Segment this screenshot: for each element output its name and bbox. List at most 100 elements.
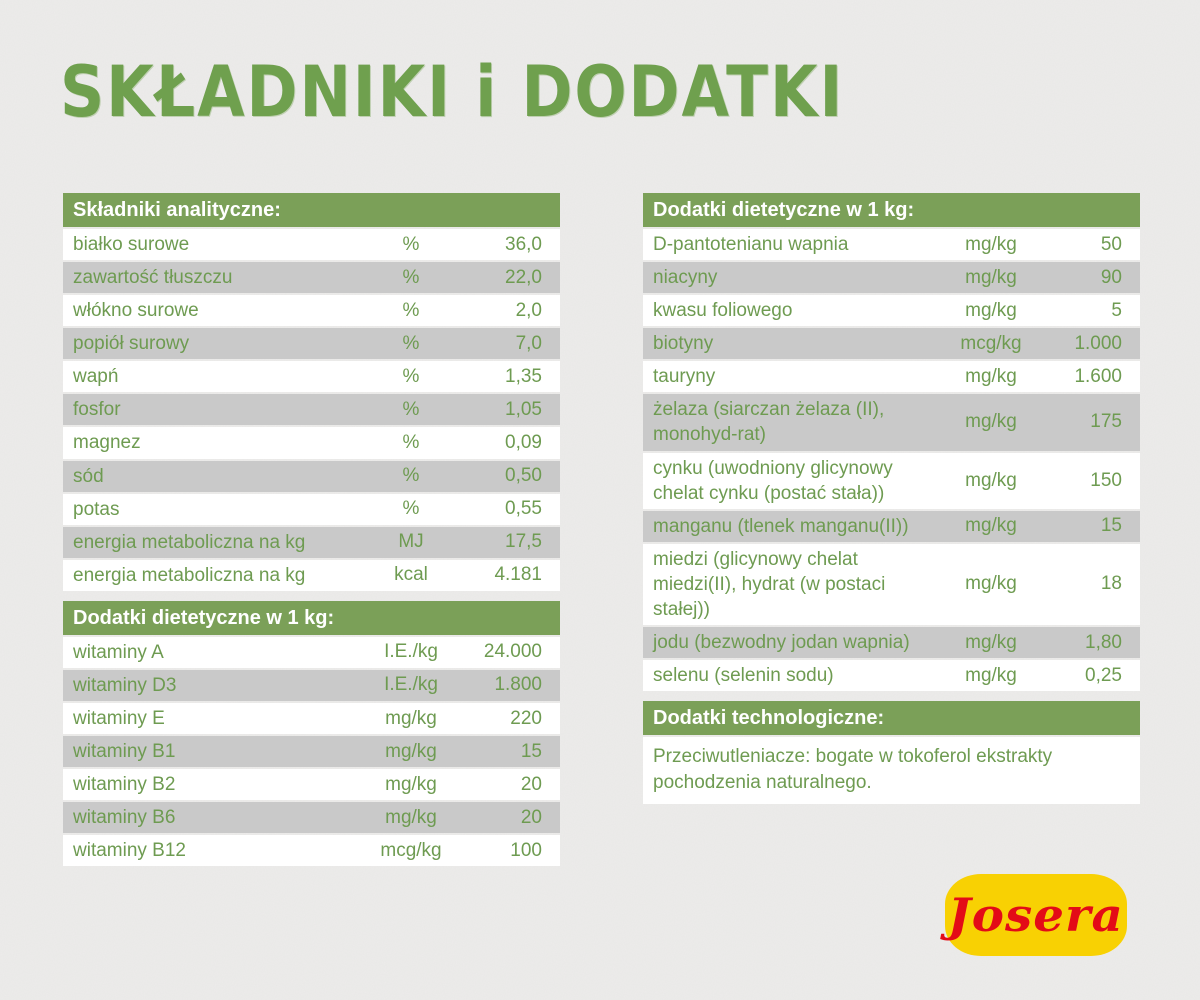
ingredient-name: sód — [73, 465, 104, 487]
table-row: niacyny mg/kg 90 — [643, 262, 1140, 294]
ingredient-unit: kcal — [394, 564, 428, 586]
ingredient-name: biotyny — [653, 333, 714, 355]
ingredient-value: 20 — [520, 773, 542, 795]
table-row: magnez% 0,09 — [63, 427, 560, 459]
ingredient-value: 0,09 — [505, 432, 542, 453]
technological-additives-section: Dodatki technologiczne: Przeciwutleniacz… — [643, 701, 1140, 805]
ingredient-value: 4.181 — [494, 564, 542, 586]
ingredient-unit: I.E./kg — [384, 674, 438, 696]
ingredient-name: jodu (bezwodny jodan wapnia) — [653, 632, 910, 654]
ingredient-unit: % — [402, 365, 420, 387]
ingredient-value: 0,25 — [1085, 664, 1122, 686]
ingredient-value: 15 — [1100, 515, 1122, 537]
table-row: witaminy E mg/kg 220 — [63, 703, 560, 735]
ingredient-name: witaminy B12 — [73, 840, 186, 862]
ingredient-unit: mg/kg — [385, 806, 437, 828]
ingredient-unit: mg/kg — [965, 469, 1017, 491]
ingredient-name: wapń — [73, 366, 119, 388]
ingredient-unit: % — [402, 332, 420, 354]
ingredient-value: 90 — [1100, 266, 1122, 288]
ingredient-value: 1.600 — [1074, 365, 1122, 387]
ingredient-name: włókno surowe — [73, 300, 199, 322]
table-row: potas% 0,55 — [63, 493, 560, 525]
ingredient-unit: % — [402, 233, 420, 255]
table-row: wapń% 1,35 — [63, 361, 560, 393]
ingredient-unit: mcg/kg — [380, 839, 442, 861]
ingredient-value: 1,05 — [505, 398, 542, 420]
ingredient-value: 0,55 — [505, 498, 542, 520]
table-row: selenu (selenin sodu) mg/kg 0,25 — [643, 660, 1140, 692]
ingredient-name: białko surowe — [73, 234, 190, 255]
ingredient-unit: % — [402, 299, 420, 321]
table-row: miedzi (glicynowy chelat miedzi(II), hyd… — [643, 543, 1140, 626]
ingredient-name: magnez — [73, 432, 141, 454]
josera-logo-text: Josera — [947, 888, 1125, 942]
table-row: witaminy D3 I.E./kg 1.800 — [63, 669, 560, 702]
ingredient-unit: mg/kg — [965, 233, 1017, 255]
ingredient-value: 1.800 — [494, 674, 542, 696]
table-row: cynku (uwodniony glicynowy chelat cynku … — [643, 452, 1140, 509]
ingredient-value: 220 — [510, 707, 542, 729]
ingredient-unit: % — [402, 465, 420, 487]
ingredient-name: tauryny — [653, 366, 716, 388]
table-row: energia metaboliczna na kg MJ 17,5 — [63, 526, 560, 558]
ingredient-unit: mcg/kg — [960, 332, 1022, 354]
ingredient-name: kwasu foliowego — [653, 300, 793, 322]
ingredient-value: 22,0 — [505, 266, 542, 288]
table-row: zawartość tłuszczu% 22,0 — [63, 262, 560, 294]
table-row: jodu (bezwodny jodan wapnia) mg/kg 1,80 — [643, 627, 1140, 659]
table-header-dietary-left: Dodatki dietetyczne w 1 kg: — [63, 600, 560, 635]
ingredient-name: witaminy A — [73, 641, 164, 663]
ingredient-value: 100 — [510, 839, 542, 861]
ingredient-unit: mg/kg — [965, 664, 1017, 686]
ingredient-value: 17,5 — [505, 531, 542, 553]
table-row: żelaza (siarczan żelaza (II), monohyd-ra… — [643, 394, 1140, 451]
ingredient-value: 175 — [1090, 411, 1122, 433]
table-row: włókno surowe% 2,0 — [63, 295, 560, 327]
ingredient-unit: mg/kg — [965, 411, 1017, 433]
ingredient-name: witaminy B6 — [73, 807, 176, 829]
ingredient-name: niacyny — [653, 267, 718, 289]
ingredient-name: witaminy E — [73, 708, 165, 730]
table-row: witaminy B6 mg/kg 20 — [63, 802, 560, 834]
ingredient-name: popiół surowy — [73, 333, 190, 355]
ingredient-name: witaminy D3 — [73, 674, 177, 696]
ingredient-name: energia metaboliczna na kg — [73, 531, 306, 553]
ingredient-value: 1.000 — [1074, 332, 1122, 354]
ingredient-name: energia metaboliczna na kg — [73, 564, 306, 586]
table-header-analytical: Składniki analityczne: — [63, 193, 560, 227]
page-title: SKŁADNIKI i DODATKI — [60, 52, 845, 134]
ingredient-unit: mg/kg — [965, 573, 1017, 595]
table-row: popiół surowy% 7,0 — [63, 328, 560, 360]
ingredient-name: miedzi (glicynowy chelat miedzi(II), hyd… — [653, 548, 886, 620]
ingredient-name: manganu (tlenek manganu(II)) — [653, 515, 909, 537]
ingredient-value: 18 — [1100, 573, 1122, 595]
table-rows: witaminy A I.E./kg 24.000 witaminy D3 I.E./k… — [63, 636, 560, 867]
ingredient-name: zawartość tłuszczu — [73, 267, 233, 289]
ingredient-unit: mg/kg — [965, 631, 1017, 653]
table-row: witaminy A I.E./kg 24.000 — [63, 636, 560, 668]
ingredient-value: 20 — [520, 806, 542, 828]
table-row: witaminy B12 mcg/kg 100 — [63, 835, 560, 867]
ingredient-value: 1,35 — [505, 365, 542, 387]
ingredient-unit: I.E./kg — [384, 641, 438, 663]
table-header-technological: Dodatki technologiczne: — [643, 701, 1140, 736]
right-column: Dodatki dietetyczne w 1 kg: D-pantotenia… — [643, 193, 1140, 805]
ingredient-name: cynku (uwodniony glicynowy chelat cynku … — [653, 457, 893, 504]
table-row: manganu (tlenek manganu(II)) mg/kg 15 — [643, 510, 1140, 542]
table-row: witaminy B1 mg/kg 15 — [63, 736, 560, 768]
ingredient-unit: mg/kg — [965, 365, 1017, 387]
ingredient-value: 2,0 — [515, 299, 542, 321]
dietary-additives-left-table: Dodatki dietetyczne w 1 kg: witaminy A I.… — [63, 600, 560, 867]
ingredient-unit: % — [402, 498, 420, 520]
ingredient-unit: mg/kg — [965, 515, 1017, 537]
ingredient-unit: % — [402, 398, 420, 420]
table-row: fosfor% 1,05 — [63, 394, 560, 426]
technological-additives-text: Przeciwutleniacze: bogate w tokoferol ek… — [643, 737, 1140, 805]
ingredient-value: 7,0 — [515, 332, 542, 354]
ingredient-value: 5 — [1111, 299, 1122, 321]
table-row: biotyny mcg/kg 1.000 — [643, 328, 1140, 360]
ingredient-unit: % — [402, 432, 420, 453]
ingredient-value: 24.000 — [483, 641, 542, 663]
